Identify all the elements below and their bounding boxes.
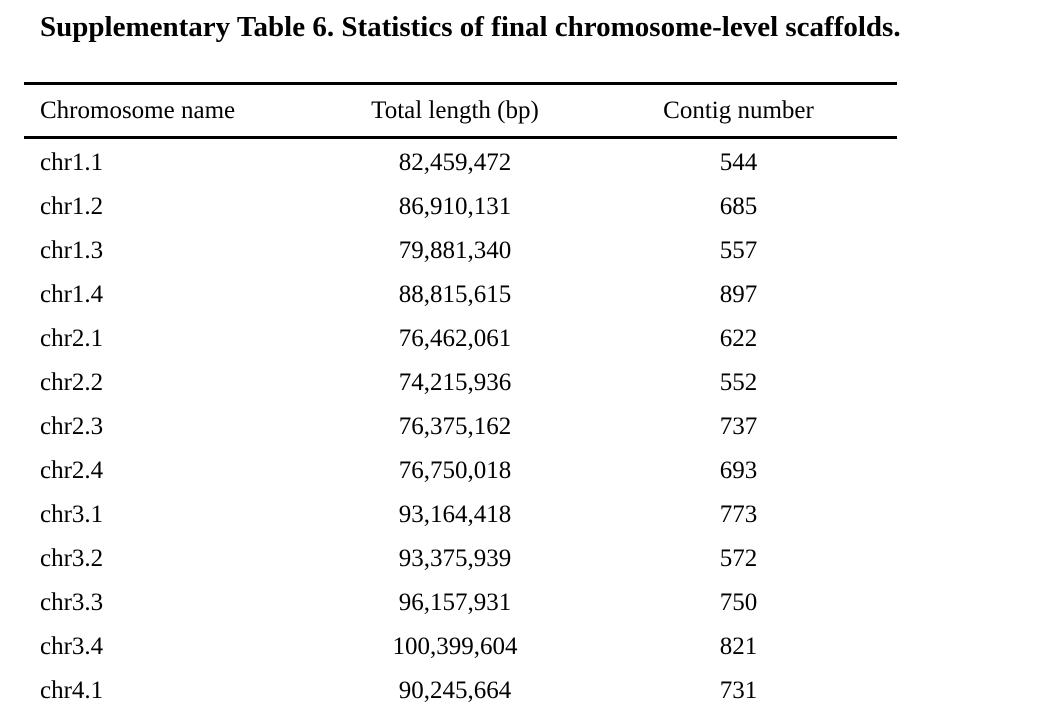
table-row: chr4.1 90,245,664 731 [24,669,897,713]
table-row: chr2.3 76,375,162 737 [24,405,897,449]
cell-contig-number: 544 [580,138,897,186]
table-row: chr3.4 100,399,604 821 [24,625,897,669]
cell-chromosome-name: chr1.4 [24,273,330,317]
cell-chromosome-name: chr2.3 [24,405,330,449]
table-row: chr1.3 79,881,340 557 [24,229,897,273]
cell-contig-number: 557 [580,229,897,273]
cell-contig-number: 773 [580,493,897,537]
cell-contig-number: 572 [580,537,897,581]
table-row: chr2.4 76,750,018 693 [24,449,897,493]
cell-total-length: 93,164,418 [330,493,580,537]
table-header: Chromosome name Total length (bp) Contig… [24,84,897,138]
table-title: Supplementary Table 6. Statistics of fin… [40,8,901,46]
cell-chromosome-name: chr4.1 [24,669,330,713]
table-row: chr1.1 82,459,472 544 [24,138,897,186]
cell-total-length: 90,245,664 [330,669,580,713]
header-total-length: Total length (bp) [330,84,580,138]
cell-total-length: 76,375,162 [330,405,580,449]
cell-contig-number: 685 [580,185,897,229]
cell-chromosome-name: chr3.3 [24,581,330,625]
table-row: chr2.2 74,215,936 552 [24,361,897,405]
table-row: chr1.2 86,910,131 685 [24,185,897,229]
cell-total-length: 74,215,936 [330,361,580,405]
cell-chromosome-name: chr1.3 [24,229,330,273]
table-row: chr2.1 76,462,061 622 [24,317,897,361]
cell-contig-number: 622 [580,317,897,361]
cell-chromosome-name: chr3.4 [24,625,330,669]
table-row: chr3.3 96,157,931 750 [24,581,897,625]
cell-chromosome-name: chr2.1 [24,317,330,361]
cell-total-length: 88,815,615 [330,273,580,317]
cell-chromosome-name: chr3.1 [24,493,330,537]
cell-chromosome-name: chr2.4 [24,449,330,493]
header-chromosome-name: Chromosome name [24,84,330,138]
cell-total-length: 100,399,604 [330,625,580,669]
cell-contig-number: 693 [580,449,897,493]
cell-contig-number: 552 [580,361,897,405]
header-contig-number: Contig number [580,84,897,138]
cell-total-length: 86,910,131 [330,185,580,229]
cell-total-length: 93,375,939 [330,537,580,581]
cell-total-length: 82,459,472 [330,138,580,186]
table-body: chr1.1 82,459,472 544 chr1.2 86,910,131 … [24,138,897,713]
cell-contig-number: 737 [580,405,897,449]
table-row: chr3.2 93,375,939 572 [24,537,897,581]
cell-total-length: 76,750,018 [330,449,580,493]
statistics-table: Chromosome name Total length (bp) Contig… [24,82,897,713]
cell-chromosome-name: chr1.1 [24,138,330,186]
cell-contig-number: 750 [580,581,897,625]
cell-contig-number: 897 [580,273,897,317]
cell-chromosome-name: chr3.2 [24,537,330,581]
cell-chromosome-name: chr2.2 [24,361,330,405]
cell-total-length: 96,157,931 [330,581,580,625]
header-row: Chromosome name Total length (bp) Contig… [24,84,897,138]
table-row: chr3.1 93,164,418 773 [24,493,897,537]
cell-chromosome-name: chr1.2 [24,185,330,229]
table-row: chr1.4 88,815,615 897 [24,273,897,317]
statistics-table-container: Chromosome name Total length (bp) Contig… [24,82,881,713]
cell-contig-number: 821 [580,625,897,669]
cell-total-length: 76,462,061 [330,317,580,361]
cell-contig-number: 731 [580,669,897,713]
cell-total-length: 79,881,340 [330,229,580,273]
